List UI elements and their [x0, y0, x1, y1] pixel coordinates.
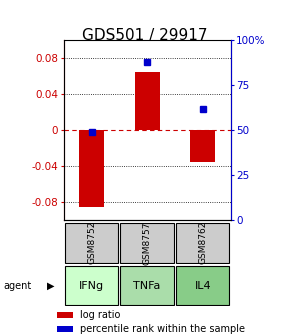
Text: GSM8757: GSM8757	[143, 221, 152, 264]
Bar	[57, 326, 73, 332]
Text: TNFa: TNFa	[133, 281, 161, 291]
Bar	[57, 312, 73, 318]
Bar	[135, 72, 160, 130]
FancyBboxPatch shape	[121, 266, 174, 305]
Bar	[79, 130, 104, 207]
Text: GSM8762: GSM8762	[198, 221, 207, 264]
Text: log ratio: log ratio	[80, 310, 120, 320]
FancyBboxPatch shape	[121, 223, 174, 263]
Text: ▶: ▶	[47, 281, 55, 291]
FancyBboxPatch shape	[65, 223, 118, 263]
Text: IFNg: IFNg	[79, 281, 104, 291]
Text: GDS501 / 29917: GDS501 / 29917	[82, 28, 208, 43]
Text: agent: agent	[3, 281, 31, 291]
Text: GSM8752: GSM8752	[87, 221, 96, 264]
FancyBboxPatch shape	[176, 266, 229, 305]
Text: IL4: IL4	[195, 281, 211, 291]
FancyBboxPatch shape	[65, 266, 118, 305]
Bar	[190, 130, 215, 162]
FancyBboxPatch shape	[176, 223, 229, 263]
Text: percentile rank within the sample: percentile rank within the sample	[80, 324, 245, 334]
